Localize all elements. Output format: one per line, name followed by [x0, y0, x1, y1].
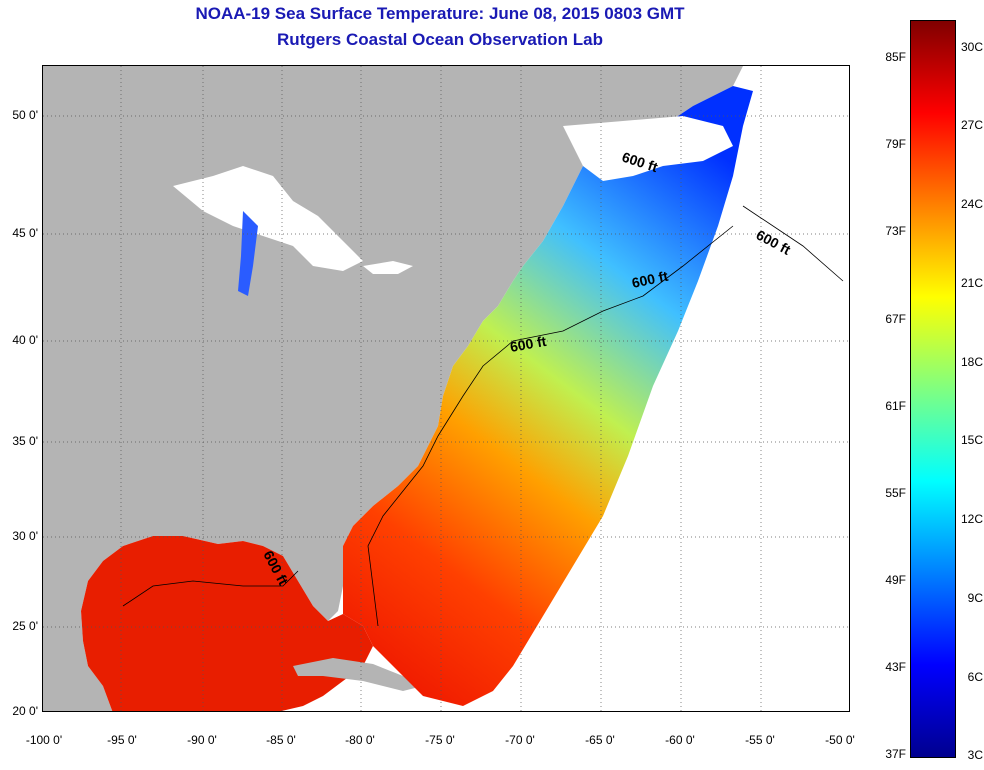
sst-map: 600 ft 600 ft 600 ft 600 ft 600 ft — [42, 65, 850, 712]
temperature-colorbar — [910, 20, 956, 758]
map-title: NOAA-19 Sea Surface Temperature: June 08… — [195, 4, 685, 23]
colorbar-c-label: 21C — [960, 276, 983, 290]
colorbar-c-label: 15C — [960, 433, 983, 447]
lon-label: -65 0' — [585, 733, 615, 747]
lon-label: -85 0' — [266, 733, 296, 747]
lake-ontario — [363, 261, 413, 274]
lon-label: -100 0' — [25, 733, 63, 747]
sst-map-canvas: 600 ft 600 ft 600 ft 600 ft 600 ft — [43, 66, 849, 711]
lon-label: -95 0' — [107, 733, 137, 747]
colorbar-f-label: 49F — [885, 573, 906, 587]
lon-label: -70 0' — [505, 733, 535, 747]
cloud-patch-gulf-stlawrence — [563, 116, 733, 181]
colorbar-c-label: 6C — [967, 670, 983, 684]
colorbar-f-label: 55F — [885, 486, 906, 500]
atlantic-swath — [343, 86, 753, 706]
contour-label: 600 ft — [509, 333, 548, 355]
colorbar-c-label: 3C — [967, 748, 983, 762]
lat-label: 30 0' — [12, 529, 38, 543]
lat-label: 25 0' — [12, 619, 38, 633]
colorbar-c-label: 12C — [960, 512, 983, 526]
cloud-patch-great-lakes — [173, 166, 363, 271]
lon-label: -50 0' — [825, 733, 855, 747]
land-mass — [43, 66, 743, 711]
lat-label: 45 0' — [12, 226, 38, 240]
colorbar-f-label: 43F — [885, 660, 906, 674]
colorbar-c-label: 30C — [960, 40, 983, 54]
lat-label: 20 0' — [12, 704, 38, 718]
colorbar-f-label: 37F — [885, 747, 906, 761]
colorbar-f-label: 67F — [885, 312, 906, 326]
map-subtitle: Rutgers Coastal Ocean Observation Lab — [277, 30, 603, 49]
lon-label: -75 0' — [425, 733, 455, 747]
colorbar-c-label: 9C — [967, 591, 983, 605]
colorbar-f-label: 73F — [885, 224, 906, 238]
colorbar-c-label: 24C — [960, 197, 983, 211]
lake-michigan-blue — [238, 211, 258, 296]
colorbar-f-label: 61F — [885, 399, 906, 413]
colorbar-c-label: 27C — [960, 118, 983, 132]
colorbar-f-label: 85F — [885, 50, 906, 64]
lat-label: 50 0' — [12, 108, 38, 122]
lat-label: 35 0' — [12, 434, 38, 448]
lat-label: 40 0' — [12, 333, 38, 347]
colorbar-c-label: 18C — [960, 355, 983, 369]
lon-label: -55 0' — [745, 733, 775, 747]
cuba-land — [293, 658, 423, 691]
lon-label: -80 0' — [345, 733, 375, 747]
contour-600ft — [122, 205, 844, 627]
graticule — [43, 66, 849, 711]
lon-label: -60 0' — [665, 733, 695, 747]
lon-label: -90 0' — [187, 733, 217, 747]
colorbar-f-label: 79F — [885, 137, 906, 151]
contour-label: 600 ft — [630, 268, 669, 291]
